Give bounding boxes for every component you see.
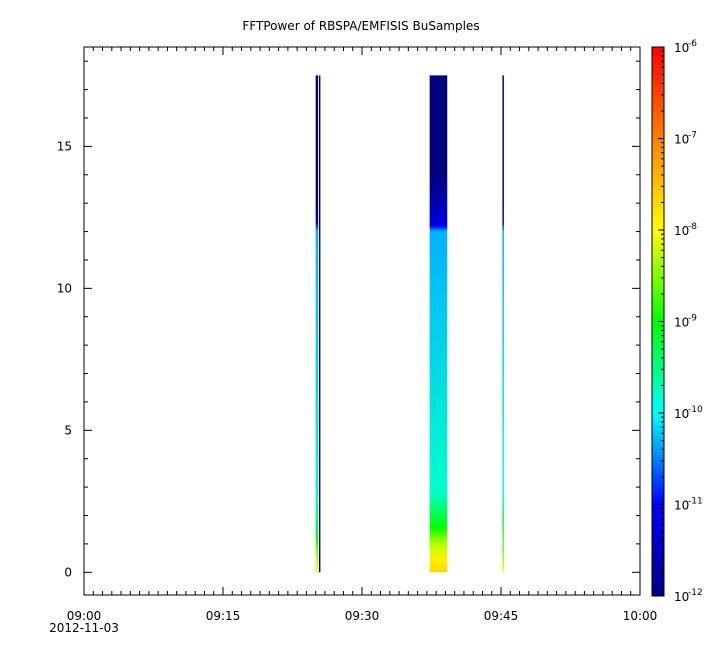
colorbar-tick-base: 10	[674, 316, 689, 330]
colorbar-tick-exponent: -11	[688, 497, 703, 507]
colorbar-tick-exponent: -8	[688, 222, 697, 232]
colorbar-tick-exponent: -6	[688, 39, 697, 49]
y-tick-label: 15	[57, 139, 72, 153]
data-interval-4	[502, 75, 504, 573]
colorbar-tick-label: 10-8	[674, 222, 697, 238]
x-tick-label: 09:00	[67, 609, 102, 623]
colorbar-tick-base: 10	[674, 590, 689, 604]
colorbar-tick-label: 10-7	[674, 131, 697, 147]
y-tick-label: 10	[57, 281, 72, 295]
data-interval-1	[315, 75, 318, 573]
colorbar-tick-label: 10-11	[674, 497, 703, 513]
chart-title: FFTPower of RBSPA/EMFISIS BuSamples	[242, 19, 479, 33]
y-tick-label: 0	[64, 565, 72, 579]
colorbar-tick-label: 10-6	[674, 39, 697, 55]
y-tick-label: 5	[64, 423, 72, 437]
colorbar-tick-exponent: -10	[688, 405, 703, 415]
colorbar-tick-base: 10	[674, 224, 689, 238]
colorbar-tick-exponent: -12	[688, 588, 703, 598]
x-date-label: 2012-11-03	[49, 621, 119, 635]
plot-background	[84, 47, 640, 595]
x-tick-label: 09:30	[345, 609, 380, 623]
x-tick-label: 09:15	[206, 609, 241, 623]
x-tick-label: 10:00	[623, 609, 658, 623]
x-axis: 09:00 09:15 09:30 09:45 10:00 2012-11-03	[49, 47, 657, 635]
colorbar-tick-label: 10-10	[674, 405, 703, 421]
colorbar-tick-base: 10	[674, 407, 689, 421]
plot-area	[83, 46, 641, 596]
data-interval-2	[318, 75, 321, 573]
colorbar-tick-label: 10-9	[674, 314, 697, 330]
colorbar-tick-base: 10	[674, 499, 689, 513]
x-tick-label: 09:45	[484, 609, 519, 623]
data-interval-3	[429, 75, 448, 573]
colorbar-tick-exponent: -7	[688, 131, 697, 141]
colorbar-tick-base: 10	[674, 133, 689, 147]
y-axis: 0 5 10 15	[57, 60, 640, 579]
colorbar-tick-exponent: -9	[688, 314, 697, 324]
colorbar-tick-base: 10	[674, 41, 689, 55]
colorbar-tick-label: 10-12	[674, 588, 703, 604]
